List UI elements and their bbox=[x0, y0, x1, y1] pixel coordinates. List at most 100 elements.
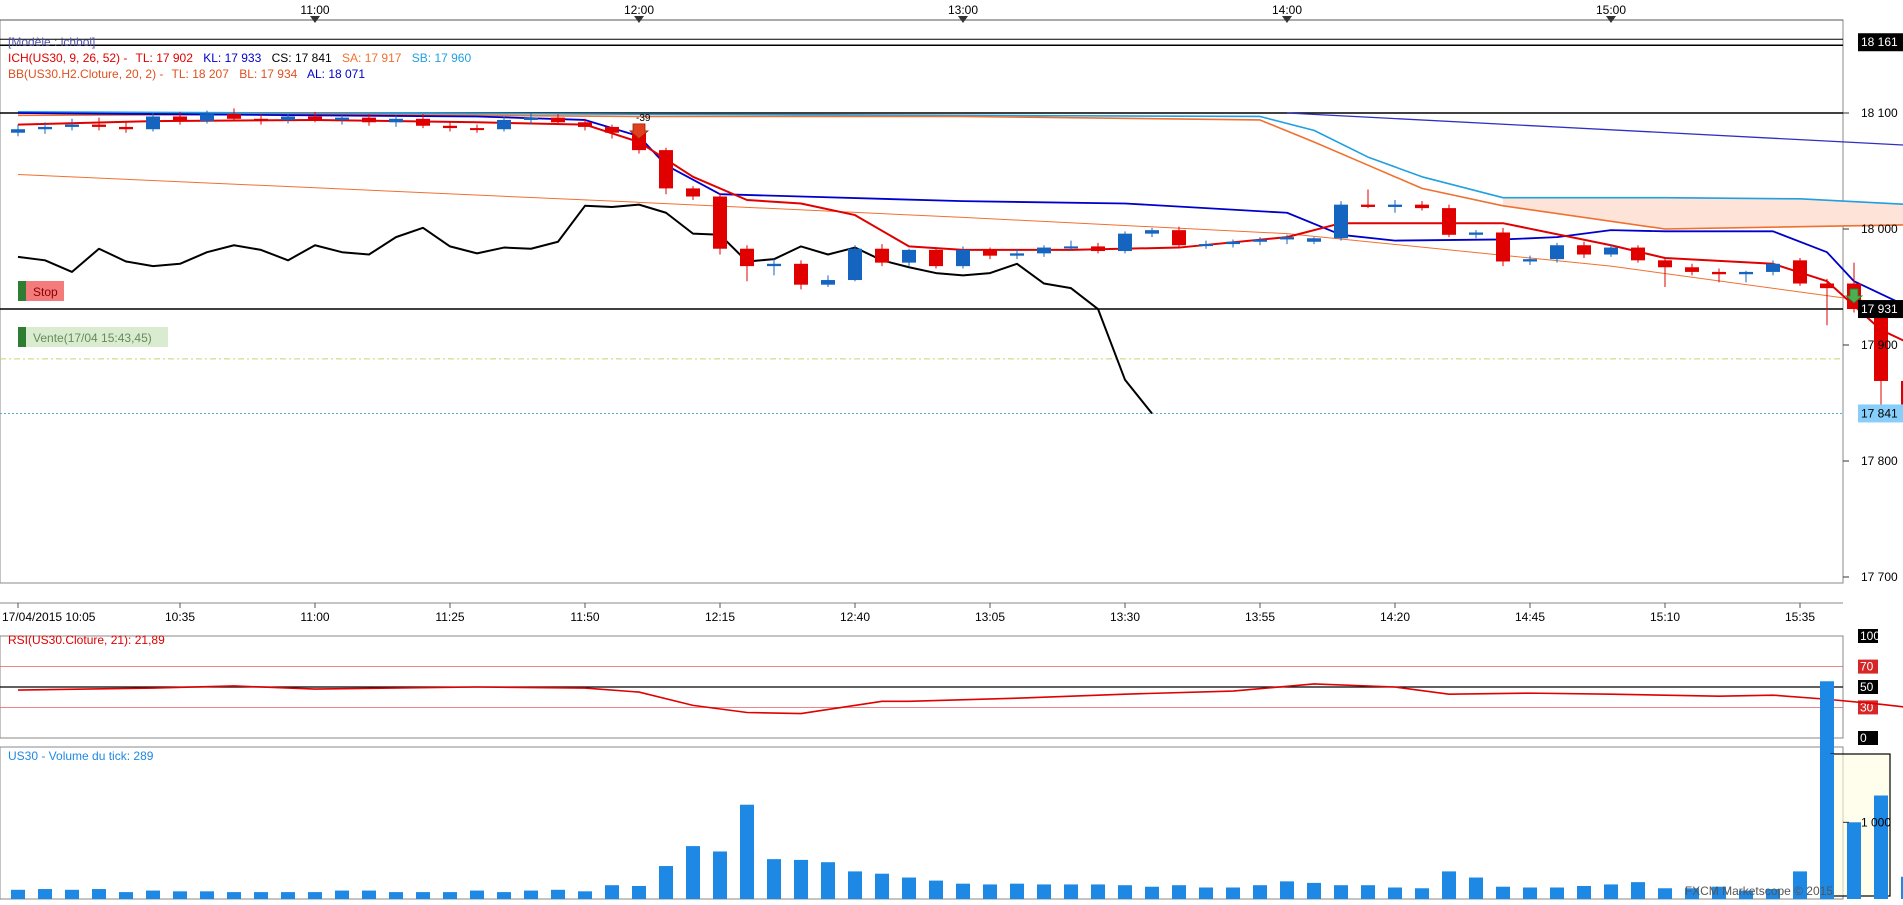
volume-bar bbox=[38, 889, 52, 899]
price-tick-label: 18 000 bbox=[1861, 222, 1898, 236]
volume-bar bbox=[875, 873, 889, 899]
ich-legend-sa: SA: 17 917 bbox=[342, 51, 402, 65]
volume-bar bbox=[794, 859, 808, 899]
candle-body bbox=[1496, 232, 1510, 262]
volume-bar bbox=[983, 884, 997, 899]
top-time-label: 11:00 bbox=[300, 3, 329, 17]
rsi-tick-box bbox=[1858, 659, 1878, 674]
volume-bar bbox=[1037, 884, 1051, 899]
volume-bar bbox=[1145, 886, 1159, 899]
volume-bar bbox=[281, 892, 295, 899]
time-tick-label: 10:35 bbox=[165, 610, 195, 624]
candle-body bbox=[686, 188, 700, 197]
volume-bar bbox=[632, 885, 646, 899]
volume-bar bbox=[956, 883, 970, 899]
candle-body bbox=[1523, 259, 1537, 262]
volume-bar bbox=[1685, 888, 1699, 899]
candle-body bbox=[713, 196, 727, 249]
top-time-label: 15:00 bbox=[1596, 3, 1626, 17]
bottom-time-axis: 17/04/2015 10:05 10:35 11:00 11:25 11:50 12:1… bbox=[2, 603, 1815, 624]
model-label[interactable]: [Modèle : ichbol] bbox=[8, 35, 95, 49]
volume-bar bbox=[1631, 882, 1645, 899]
sell-order-tag[interactable] bbox=[26, 327, 168, 347]
candle-body bbox=[1010, 253, 1024, 256]
candle-body bbox=[1253, 239, 1267, 242]
price-tag-label: 17 931 bbox=[1861, 302, 1898, 316]
volume-bar bbox=[470, 890, 484, 899]
volume-bar bbox=[1712, 886, 1726, 899]
volume-bar bbox=[659, 866, 673, 899]
volume-bar bbox=[443, 892, 457, 899]
candle-body bbox=[119, 126, 133, 130]
stop-order-tag[interactable] bbox=[26, 281, 64, 301]
volume-bar bbox=[1469, 877, 1483, 899]
ich-legend-kl: KL: 17 933 bbox=[203, 51, 261, 65]
candle-body bbox=[1226, 241, 1240, 245]
candle-body bbox=[524, 117, 538, 120]
trade-markers: -39 bbox=[628, 113, 1864, 304]
volume-bar bbox=[497, 892, 511, 899]
watermark: FXCM Marketscope © 2015 bbox=[1685, 884, 1834, 898]
candlesticks bbox=[11, 108, 1903, 414]
sell-order-handle[interactable] bbox=[18, 327, 26, 347]
volume-bar bbox=[1334, 885, 1348, 899]
top-time-tick bbox=[1606, 16, 1616, 23]
candle-body bbox=[875, 248, 889, 263]
volume-bar bbox=[713, 851, 727, 899]
candle-body bbox=[1874, 309, 1888, 381]
volume-bar bbox=[1577, 885, 1591, 899]
volume-bar bbox=[1739, 890, 1753, 899]
top-time-tick bbox=[1282, 16, 1292, 23]
volume-bar bbox=[65, 889, 79, 899]
volume-bar bbox=[1280, 881, 1294, 899]
volume-bar bbox=[1172, 885, 1186, 899]
candle-body bbox=[1361, 204, 1375, 207]
volume-bar bbox=[1523, 887, 1537, 899]
top-time-tick bbox=[634, 16, 644, 23]
price-tick-label: 17 900 bbox=[1861, 338, 1898, 352]
candle-body bbox=[11, 129, 25, 133]
rsi-tick-box bbox=[1858, 680, 1878, 694]
candle-body bbox=[1334, 204, 1348, 239]
price-axis: 18 100 18 000 17 900 17 800 17 700 18 161 17 9… bbox=[1843, 33, 1903, 584]
volume-bar bbox=[821, 862, 835, 899]
candle-body bbox=[1577, 245, 1591, 255]
candle-body bbox=[1658, 260, 1672, 268]
candle-body bbox=[173, 116, 187, 122]
rsi-tick-box bbox=[1858, 629, 1878, 643]
chikou-line bbox=[17, 203, 1153, 415]
time-tick-label: 11:00 bbox=[300, 610, 329, 624]
candle-body bbox=[578, 122, 592, 127]
candle-body bbox=[200, 114, 214, 122]
buy-signal-arrow-icon bbox=[1844, 288, 1864, 304]
sell-signal-arrow-icon bbox=[628, 123, 650, 140]
candle-body bbox=[1199, 244, 1213, 247]
candle-body bbox=[254, 118, 268, 121]
time-tick-label: 17/04/2015 10:05 bbox=[2, 610, 96, 624]
volume-bar bbox=[254, 892, 268, 899]
candle-body bbox=[1685, 267, 1699, 272]
candle-body bbox=[1739, 271, 1753, 275]
volume-bar bbox=[119, 892, 133, 899]
price-tick-label: 18 100 bbox=[1861, 106, 1898, 120]
candle-body bbox=[794, 263, 808, 285]
candle-body bbox=[767, 263, 781, 267]
candle-body bbox=[1388, 204, 1402, 207]
candle-body bbox=[1145, 230, 1159, 234]
volume-panel: 1 000 bbox=[11, 681, 1903, 899]
volume-bar bbox=[146, 890, 160, 899]
stop-order-label: Stop bbox=[33, 285, 58, 299]
volume-bar bbox=[1874, 795, 1888, 899]
ich-legend-cs: CS: 17 841 bbox=[272, 51, 332, 65]
volume-bar bbox=[92, 889, 106, 899]
time-tick-label: 14:20 bbox=[1380, 610, 1410, 624]
ich-legend-sb: SB: 17 960 bbox=[412, 51, 472, 65]
top-time-label: 14:00 bbox=[1272, 3, 1302, 17]
price-tag-box bbox=[1858, 404, 1903, 423]
stop-order-handle[interactable] bbox=[18, 281, 26, 301]
volume-bar bbox=[551, 889, 565, 899]
volume-bar bbox=[1820, 754, 1834, 899]
